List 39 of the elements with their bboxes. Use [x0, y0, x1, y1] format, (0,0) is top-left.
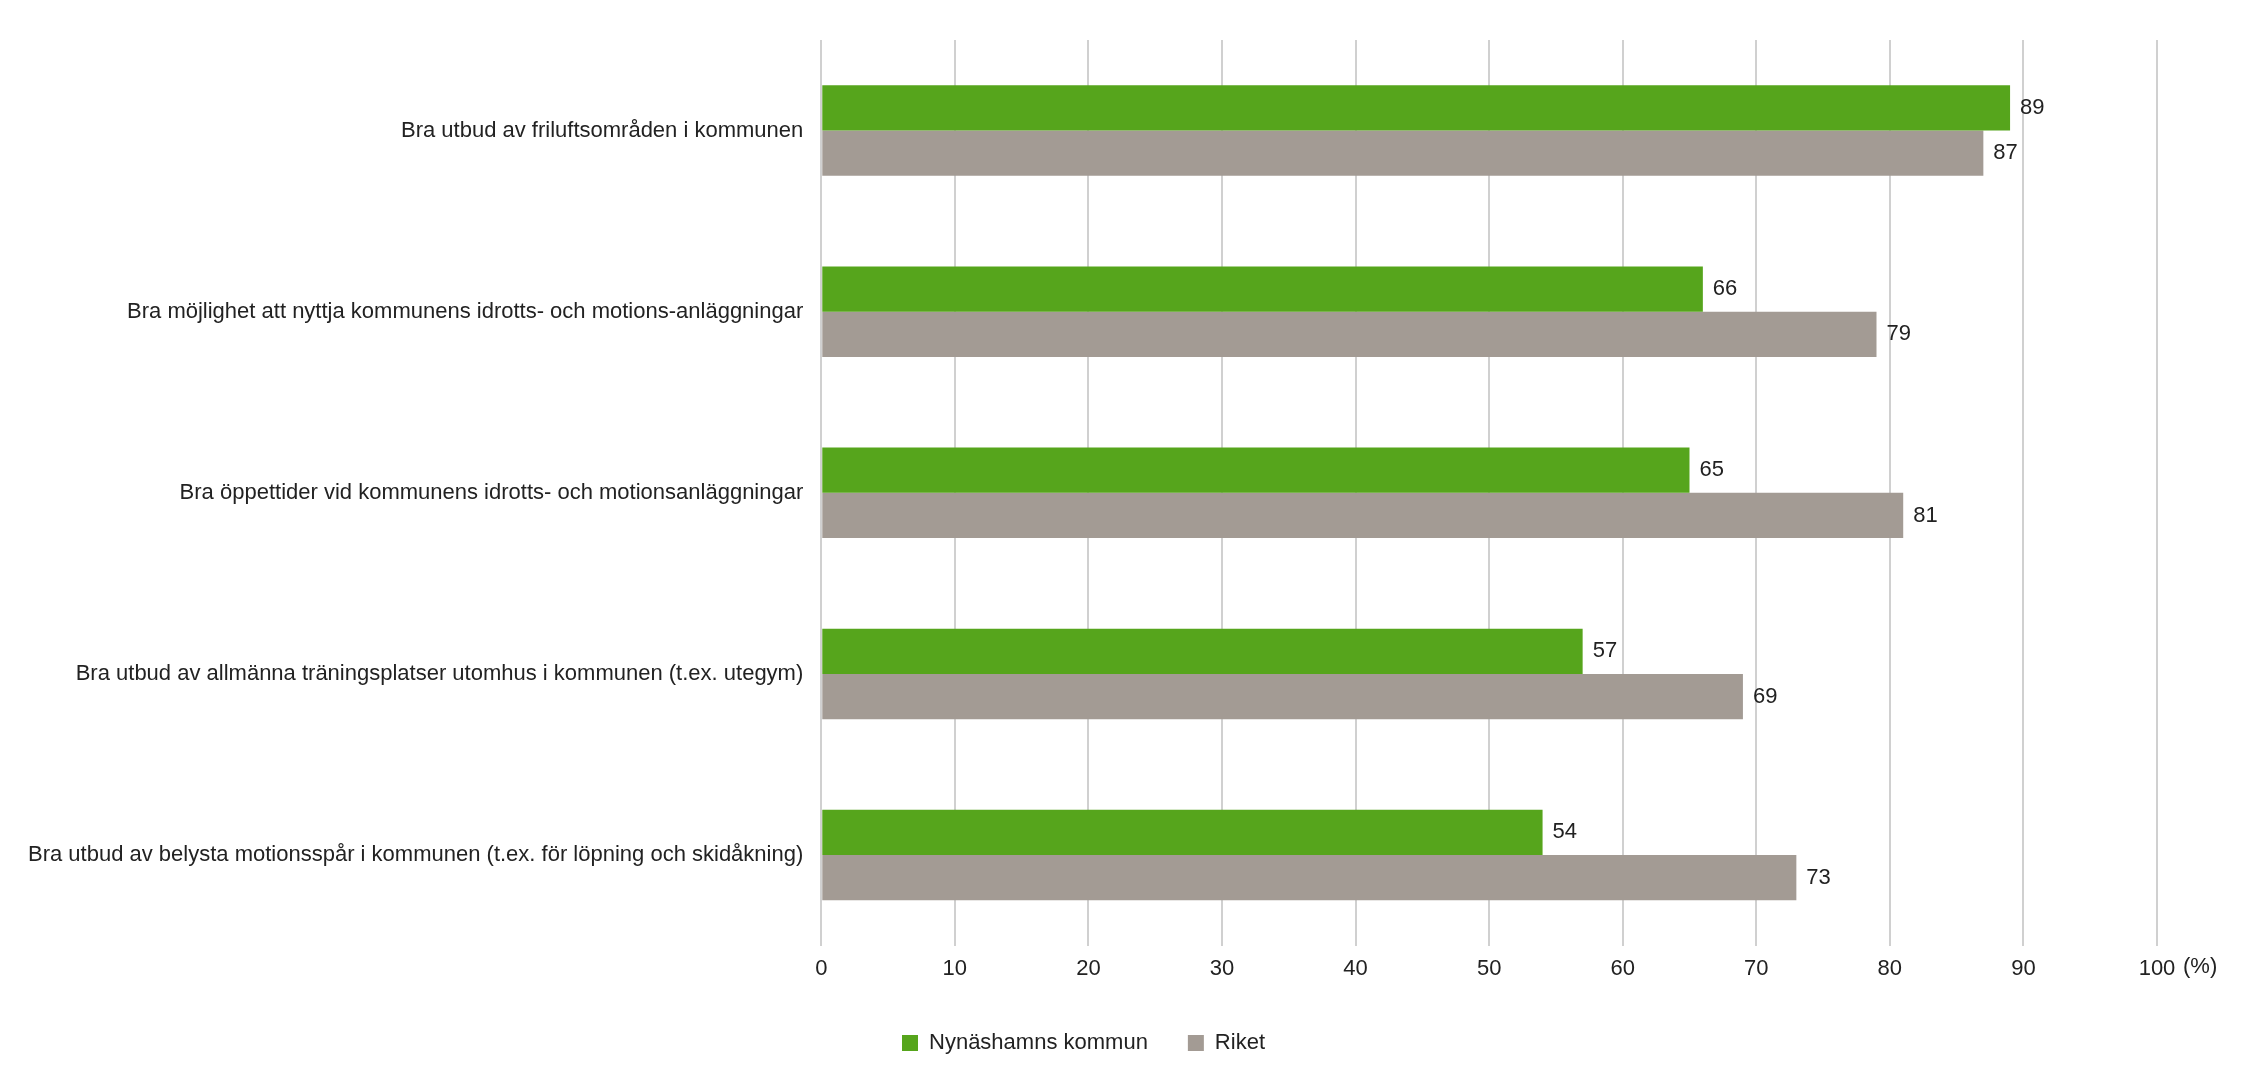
x-tick-label: 80 [1877, 954, 1903, 980]
y-tick-label: Bra möjlighet att nyttja kommunens idrotts- och motions-anläggningar [127, 297, 804, 323]
y-tick-label: Bra utbud av friluftsområden i kommunen [400, 116, 804, 142]
data-label: 54 [1552, 818, 1578, 844]
x-tick-label: 50 [1476, 954, 1502, 980]
x-tick-label: 20 [1076, 954, 1101, 980]
x-tick-label: 100 [2138, 954, 2176, 980]
y-tick-label: Bra öppettider vid kommunens idrotts- och motionsanläggningar [179, 478, 804, 504]
data-label: 65 [1699, 456, 1724, 482]
y-tick-label: Bra utbud av belysta motionsspår i kommunen (t.ex. för löpning och skidåkning) [27, 841, 804, 867]
data-label: 73 [1806, 863, 1831, 889]
data-label: 87 [1993, 139, 2018, 165]
bar [822, 447, 1690, 493]
x-tick-label: 30 [1209, 954, 1235, 980]
legend-label: Riket [1214, 1029, 1265, 1055]
bar [822, 311, 1877, 357]
data-label: 81 [1913, 501, 1938, 527]
data-label: 89 [2020, 93, 2045, 119]
bar [822, 85, 2011, 131]
x-tick-label: 90 [2011, 954, 2036, 980]
bar [822, 673, 1743, 720]
data-label: 69 [1752, 682, 1778, 708]
x-axis-title: (%) [2183, 952, 2218, 978]
x-tick-label: 60 [1610, 954, 1635, 980]
x-tick-label: 70 [1744, 954, 1769, 980]
y-tick-label: Bra utbud av allmänna träningsplatser utomhus i kommunen (t.ex. utegym) [75, 659, 804, 685]
legend-label: Nynäshamns kommun [929, 1029, 1148, 1055]
x-tick-label: 40 [1343, 954, 1368, 980]
bar [822, 492, 1904, 539]
x-tick-label: 10 [942, 954, 968, 980]
x-tick-label: 0 [815, 954, 828, 980]
bar [822, 130, 1984, 176]
data-label: 79 [1886, 320, 1911, 346]
bar [822, 628, 1583, 674]
bar [822, 809, 1543, 856]
data-label: 57 [1592, 637, 1618, 663]
bar [822, 855, 1797, 901]
data-label: 66 [1712, 275, 1738, 301]
bar [822, 266, 1703, 312]
